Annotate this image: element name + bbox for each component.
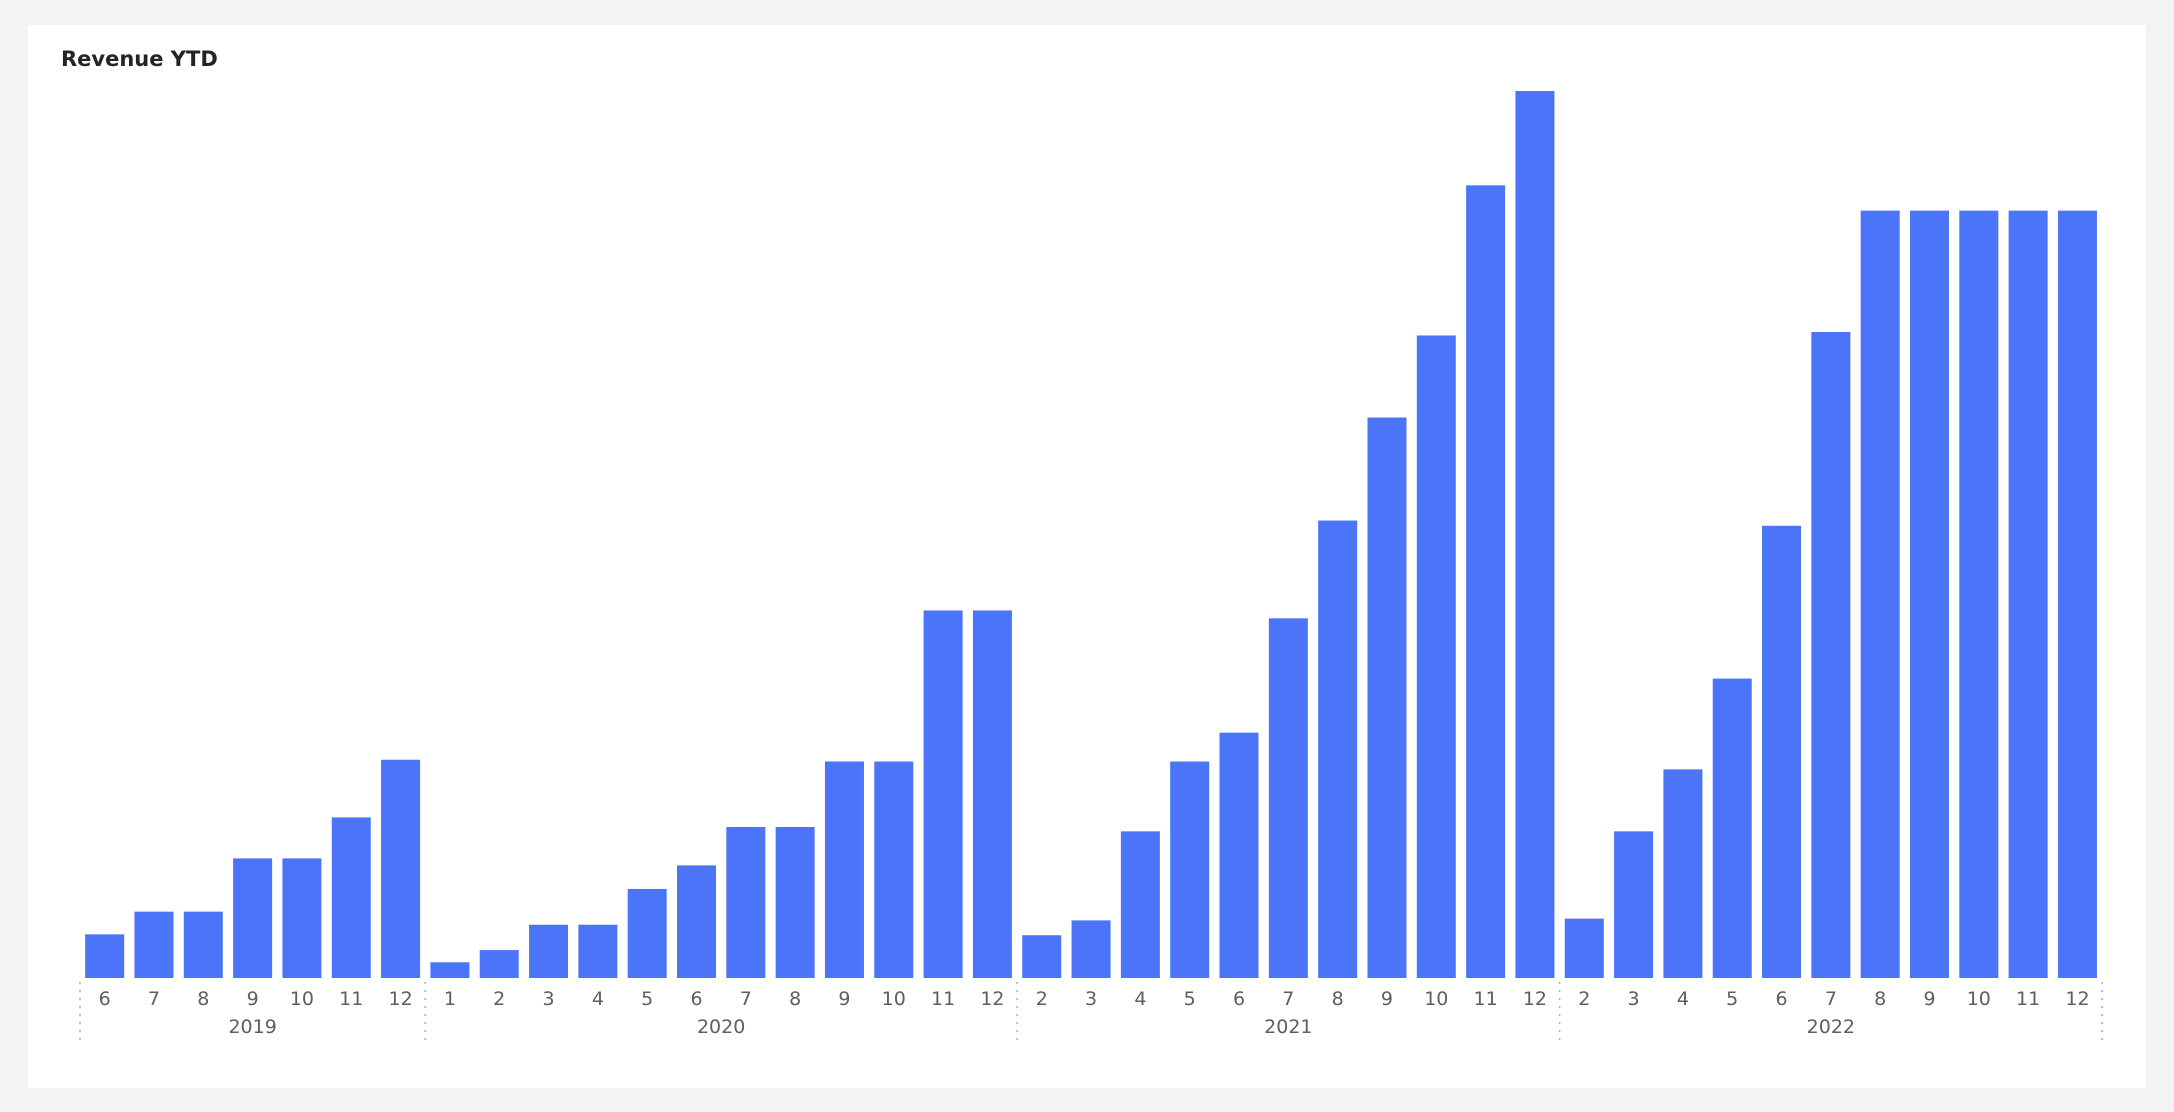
x-tick-label: 5 xyxy=(1726,988,1738,1010)
bar-2020-7[interactable] xyxy=(726,826,766,978)
x-tick-label: 11 xyxy=(339,988,363,1010)
bar-2022-3[interactable] xyxy=(1614,831,1654,978)
x-tick-label: 6 xyxy=(1233,988,1245,1010)
x-tick-label: 12 xyxy=(980,988,1004,1010)
x-tick-label: 4 xyxy=(1134,988,1146,1010)
x-tick-label: 10 xyxy=(882,988,906,1010)
bar-2020-2[interactable] xyxy=(479,950,519,978)
bar-2019-9[interactable] xyxy=(233,858,273,978)
bar-2020-9[interactable] xyxy=(824,761,864,979)
x-tick-label: 2 xyxy=(493,988,505,1010)
x-tick-label: 3 xyxy=(1085,988,1097,1010)
x-tick-label: 7 xyxy=(1282,988,1294,1010)
x-tick-label: 2 xyxy=(1578,988,1590,1010)
bar-2021-5[interactable] xyxy=(1170,761,1210,979)
x-tick-label: 12 xyxy=(388,988,412,1010)
year-group-label: 2021 xyxy=(1264,1016,1312,1038)
bar-2021-9[interactable] xyxy=(1367,417,1407,978)
bar-2020-4[interactable] xyxy=(578,924,618,978)
x-tick-label: 3 xyxy=(542,988,554,1010)
x-tick-label: 8 xyxy=(1332,988,1344,1010)
x-tick-label: 6 xyxy=(690,988,702,1010)
bar-2022-2[interactable] xyxy=(1564,918,1604,978)
bar-2020-5[interactable] xyxy=(627,888,667,978)
bar-2021-6[interactable] xyxy=(1219,732,1259,978)
bar-2021-2[interactable] xyxy=(1022,935,1062,978)
bar-2019-10[interactable] xyxy=(282,858,322,978)
year-group-label: 2020 xyxy=(697,1016,745,1038)
x-tick-label: 11 xyxy=(931,988,955,1010)
x-tick-label: 9 xyxy=(838,988,850,1010)
x-tick-label: 6 xyxy=(1775,988,1787,1010)
x-tick-label: 9 xyxy=(1923,988,1935,1010)
x-tick-label: 1 xyxy=(444,988,456,1010)
x-tick-label: 12 xyxy=(1523,988,1547,1010)
bar-2019-11[interactable] xyxy=(331,817,371,978)
x-tick-label: 8 xyxy=(789,988,801,1010)
x-tick-label: 9 xyxy=(1381,988,1393,1010)
bar-2020-8[interactable] xyxy=(775,826,815,978)
bar-2020-3[interactable] xyxy=(529,924,569,978)
chart-card: Revenue YTD 6 7 8 9 10 11 12 2019 1 2 3 4 5 6 7 8 9 10 11 1… xyxy=(28,25,2146,1088)
x-tick-label: 11 xyxy=(1474,988,1498,1010)
bar-2022-4[interactable] xyxy=(1663,769,1703,978)
bar-2021-7[interactable] xyxy=(1268,618,1308,978)
x-tick-label: 5 xyxy=(641,988,653,1010)
x-tick-label: 7 xyxy=(740,988,752,1010)
x-tick-label: 7 xyxy=(1825,988,1837,1010)
x-tick-label: 5 xyxy=(1184,988,1196,1010)
bar-2022-11[interactable] xyxy=(2008,210,2048,978)
bar-2022-7[interactable] xyxy=(1811,331,1851,979)
bar-2020-11[interactable] xyxy=(923,610,963,978)
bar-2021-10[interactable] xyxy=(1416,335,1456,979)
x-tick-label: 12 xyxy=(2065,988,2089,1010)
x-tick-label: 6 xyxy=(99,988,111,1010)
x-tick-label: 7 xyxy=(148,988,160,1010)
bar-2019-6[interactable] xyxy=(85,934,125,978)
x-tick-label: 4 xyxy=(1677,988,1689,1010)
x-tick-label: 9 xyxy=(247,988,259,1010)
chart-title: Revenue YTD xyxy=(61,47,218,71)
bar-2020-10[interactable] xyxy=(874,761,914,979)
x-tick-label: 8 xyxy=(1874,988,1886,1010)
bar-2020-12[interactable] xyxy=(972,610,1012,978)
bar-2019-12[interactable] xyxy=(381,759,421,978)
bar-2022-5[interactable] xyxy=(1712,678,1752,978)
x-tick-label: 8 xyxy=(197,988,209,1010)
year-group-label: 2022 xyxy=(1807,1016,1855,1038)
bar-2019-8[interactable] xyxy=(183,911,223,978)
year-group-label: 2019 xyxy=(228,1016,276,1038)
bar-2022-8[interactable] xyxy=(1860,210,1900,978)
bar-2022-9[interactable] xyxy=(1910,210,1949,978)
bar-2022-10[interactable] xyxy=(1959,210,1999,978)
x-tick-label: 2 xyxy=(1036,988,1048,1010)
x-tick-label: 10 xyxy=(1424,988,1448,1010)
x-tick-label: 3 xyxy=(1628,988,1640,1010)
x-tick-label: 4 xyxy=(592,988,604,1010)
bar-2020-1[interactable] xyxy=(430,962,470,978)
x-tick-label: 11 xyxy=(2016,988,2040,1010)
bar-2021-11[interactable] xyxy=(1466,185,1506,978)
x-tick-label: 10 xyxy=(290,988,314,1010)
bar-2020-6[interactable] xyxy=(677,865,716,978)
bar-2022-12[interactable] xyxy=(2057,210,2097,978)
bar-2021-4[interactable] xyxy=(1120,831,1160,978)
bar-2021-8[interactable] xyxy=(1318,520,1358,978)
x-tick-label: 10 xyxy=(1967,988,1991,1010)
bar-2022-6[interactable] xyxy=(1762,525,1802,978)
bar-2019-7[interactable] xyxy=(134,911,174,978)
bar-2021-3[interactable] xyxy=(1071,920,1111,978)
bar-2021-12[interactable] xyxy=(1515,91,1555,978)
